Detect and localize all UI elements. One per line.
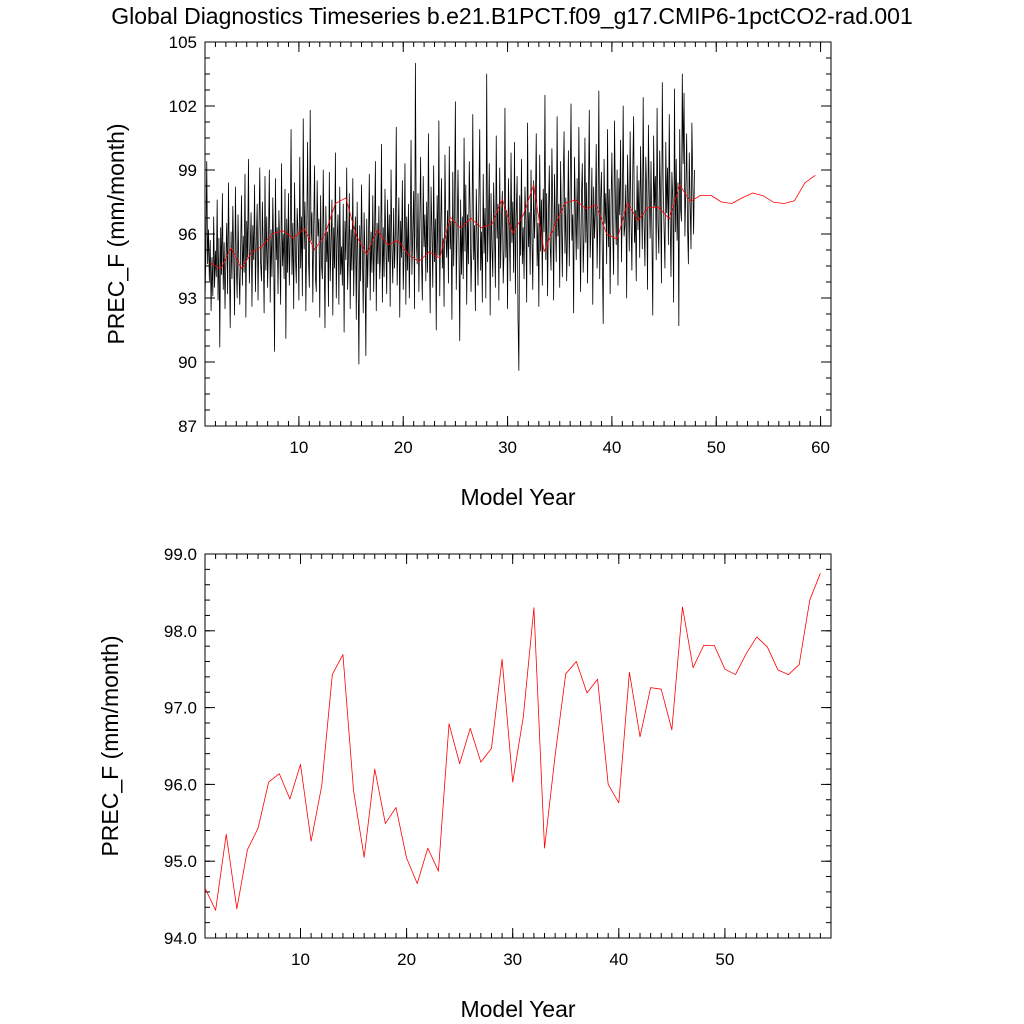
panel-top: 10 20 30 40 50 60 87 90 93 96 99 102 105 Model Year PR… [103, 33, 832, 510]
x-tick-label: 20 [394, 438, 413, 457]
y-axis-label: PREC_F (mm/month) [97, 635, 123, 856]
y-tick-label: 95.0 [164, 852, 197, 871]
monthly-series-line [205, 62, 695, 371]
y-axis-label: PREC_F (mm/month) [103, 123, 129, 344]
panel-bottom: 10 20 30 40 50 94.0 95.0 96.0 97.0 98.0 99.0 Model … [97, 545, 832, 1022]
y-tick-label: 87 [178, 417, 197, 436]
y-tick-label: 90 [178, 353, 197, 372]
y-tick-label: 98.0 [164, 622, 197, 641]
x-axis-label: Model Year [460, 996, 575, 1022]
y-tick-label: 102 [169, 97, 197, 116]
x-tick-label: 20 [397, 950, 416, 969]
x-tick-label: 10 [289, 438, 308, 457]
x-tick-label: 50 [715, 950, 734, 969]
figure-title: Global Diagnostics Timeseries b.e21.B1PC… [111, 3, 913, 29]
x-tick-label: 30 [498, 438, 517, 457]
y-tick-label: 93 [178, 289, 197, 308]
y-tick-label: 99 [178, 161, 197, 180]
y-tick-label: 96.0 [164, 775, 197, 794]
x-tick-label: 50 [707, 438, 726, 457]
x-tick-label: 10 [291, 950, 310, 969]
y-tick-label: 105 [169, 33, 197, 52]
x-tick-label: 40 [609, 950, 628, 969]
x-tick-label: 30 [503, 950, 522, 969]
y-tick-label: 94.0 [164, 929, 197, 948]
plot-frame [204, 553, 832, 939]
plot-frame [204, 41, 832, 427]
annual-mean-series-line [205, 573, 821, 911]
y-tick-label: 97.0 [164, 699, 197, 718]
x-tick-label: 60 [811, 438, 830, 457]
x-axis-label: Model Year [460, 484, 575, 510]
x-tick-label: 40 [602, 438, 621, 457]
annual-mean-series-line [210, 175, 816, 270]
y-tick-label: 96 [178, 225, 197, 244]
y-tick-label: 99.0 [164, 545, 197, 564]
